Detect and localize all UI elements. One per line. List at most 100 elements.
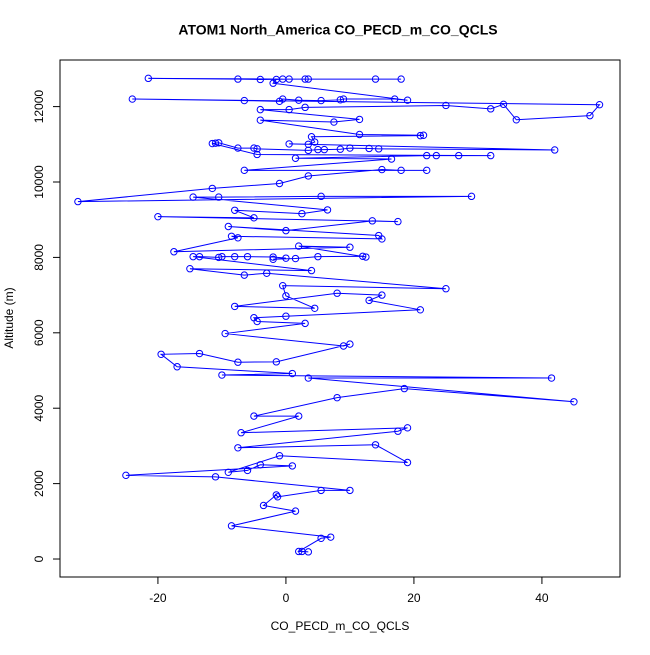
data-point xyxy=(301,319,309,328)
x-tick-label: 40 xyxy=(535,591,549,605)
data-point xyxy=(336,145,345,153)
data-point xyxy=(311,304,319,313)
data-point xyxy=(227,232,236,240)
data-point xyxy=(336,96,345,104)
data-point xyxy=(304,374,313,382)
data-point xyxy=(432,151,441,160)
data-point xyxy=(291,254,300,263)
data-point xyxy=(227,522,236,530)
data-point xyxy=(499,100,508,109)
data-point xyxy=(394,427,402,435)
data-point xyxy=(359,252,367,260)
chart-title: ATOM1 North_America CO_PECD_m_CO_QCLS xyxy=(178,22,497,38)
data-point xyxy=(365,144,373,153)
data-point xyxy=(253,150,261,159)
data-point xyxy=(442,284,450,293)
data-point xyxy=(317,192,325,201)
data-point xyxy=(218,371,226,379)
data-point xyxy=(512,116,521,124)
y-tick-label: 12000 xyxy=(32,90,46,124)
data-point xyxy=(275,452,284,460)
data-point xyxy=(291,507,300,515)
data-point xyxy=(586,111,594,120)
data-point xyxy=(231,252,239,261)
data-point xyxy=(234,358,242,366)
data-point xyxy=(371,75,380,83)
x-tick-label: -20 xyxy=(149,591,167,605)
data-point xyxy=(403,424,412,432)
data-point xyxy=(455,151,463,160)
data-point xyxy=(311,138,319,146)
data-point xyxy=(221,329,229,338)
data-point xyxy=(327,533,335,541)
data-point xyxy=(288,462,297,470)
data-point xyxy=(291,154,300,162)
data-point xyxy=(371,441,380,449)
data-point xyxy=(243,252,252,261)
data-point xyxy=(170,248,178,256)
series-line xyxy=(77,77,601,553)
data-point xyxy=(304,140,313,149)
data-point xyxy=(237,429,245,437)
data-point xyxy=(295,412,303,420)
data-point xyxy=(295,96,303,104)
data-point xyxy=(128,95,137,103)
data-point xyxy=(122,471,130,480)
data-point xyxy=(487,151,495,160)
data-point xyxy=(256,105,265,114)
data-point xyxy=(186,265,194,273)
data-point xyxy=(195,252,204,261)
data-point xyxy=(339,95,348,103)
data-point xyxy=(339,342,348,350)
data-point xyxy=(253,145,261,153)
data-point xyxy=(189,193,197,201)
data-point xyxy=(208,184,217,193)
data-point xyxy=(250,144,258,152)
data-point xyxy=(330,118,338,126)
data-point xyxy=(570,398,578,406)
data-point xyxy=(307,266,316,275)
y-tick-label: 2000 xyxy=(32,470,46,497)
y-tick-label: 10000 xyxy=(32,165,46,199)
data-point xyxy=(74,197,82,206)
data-point xyxy=(282,292,290,300)
y-tick-label: 6000 xyxy=(32,319,46,346)
data-point xyxy=(416,131,425,140)
data-point xyxy=(467,192,476,201)
data-point xyxy=(240,271,249,279)
data-point xyxy=(234,144,242,152)
data-point xyxy=(218,252,226,261)
data-point xyxy=(391,95,399,103)
data-point xyxy=(304,75,313,83)
data-point xyxy=(387,155,396,163)
data-point xyxy=(403,458,412,467)
data-point xyxy=(346,243,354,251)
data-point xyxy=(317,486,325,495)
data-point xyxy=(259,501,268,510)
data-point xyxy=(423,151,431,160)
data-point xyxy=(273,493,282,501)
data-point xyxy=(355,130,364,139)
data-point xyxy=(279,95,287,103)
data-point xyxy=(323,206,332,214)
y-axis-label: Altitude (m) xyxy=(2,287,16,348)
y-tick-label: 0 xyxy=(32,555,46,562)
data-point xyxy=(301,103,309,112)
data-point xyxy=(234,75,242,83)
data-point xyxy=(288,369,297,378)
data-point xyxy=(250,214,258,222)
data-point xyxy=(224,222,233,231)
data-point xyxy=(295,547,303,556)
data-point xyxy=(269,255,277,263)
data-point xyxy=(375,145,383,153)
data-point xyxy=(317,534,325,542)
y-tick-label: 4000 xyxy=(32,395,46,422)
data-point xyxy=(394,217,402,226)
data-point xyxy=(595,101,604,109)
data-point xyxy=(240,166,249,175)
data-point xyxy=(365,296,373,305)
x-axis-label: CO_PECD_m_CO_QCLS xyxy=(271,619,410,633)
data-point xyxy=(346,340,354,348)
data-point xyxy=(346,144,354,152)
data-point xyxy=(256,461,265,469)
